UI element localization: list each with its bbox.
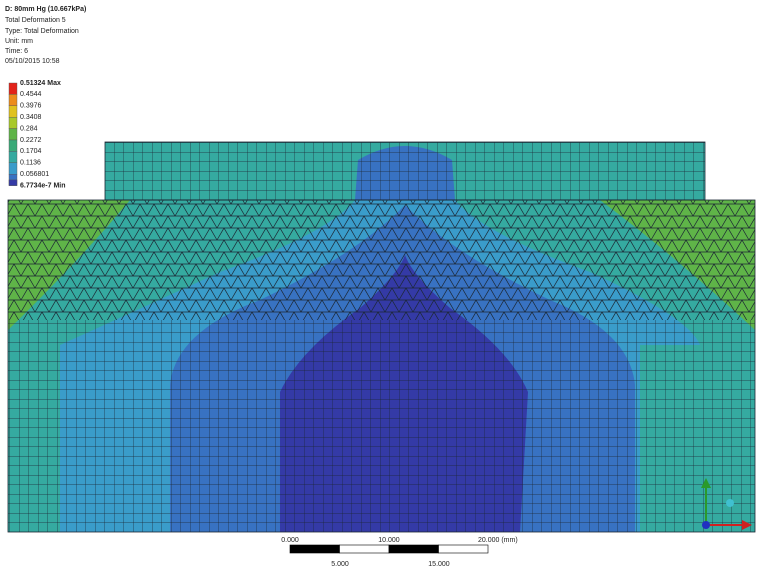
scale-segment — [339, 544, 390, 554]
arrow — [701, 478, 711, 488]
header-line: Type: Total Deformation — [5, 28, 79, 35]
scale-label: 5.000 — [331, 561, 349, 568]
legend-swatch — [8, 82, 18, 95]
scale-label: 20.000 (mm) — [478, 537, 518, 544]
legend-swatch — [8, 128, 18, 141]
legend-label: 6.7734e-7 Min — [20, 182, 66, 189]
header-line: Unit: mm — [5, 38, 33, 45]
model — [7, 141, 756, 533]
legend-label: 0.51324 Max — [20, 80, 61, 87]
legend-label: 0.2272 — [20, 137, 42, 144]
triad-ball — [726, 499, 734, 507]
header-line: Total Deformation 5 — [5, 17, 66, 24]
legend-swatch — [8, 116, 18, 129]
axis-z — [702, 521, 710, 529]
legend-swatch — [8, 139, 18, 152]
scale-segment — [289, 544, 340, 554]
legend-label: 0.1136 — [20, 160, 41, 167]
legend-label: 0.3408 — [20, 114, 42, 121]
legend-label: 0.056801 — [20, 171, 49, 178]
legend: 0.51324 Max 0.4544 0.3976 0.3408 0.284 0.2272… — [8, 80, 66, 189]
scale-segment — [438, 544, 489, 554]
scale-label: 0.000 — [281, 537, 299, 544]
legend-swatch — [8, 151, 18, 163]
header-line: Time: 6 — [5, 48, 28, 55]
arrow — [742, 520, 752, 530]
scale-label: 15.000 — [428, 561, 450, 568]
legend-label: 0.1704 — [20, 148, 42, 155]
triad — [701, 478, 752, 530]
header-title: D: 80mm Hg (10.667kPa) — [5, 6, 86, 13]
legend-swatch — [8, 162, 18, 175]
legend-swatch — [8, 179, 18, 186]
legend-swatch — [8, 94, 18, 107]
outline — [7, 199, 756, 533]
legend-label: 0.4544 — [20, 91, 42, 98]
header: D: 80mm Hg (10.667kPa) Total Deformation… — [5, 6, 86, 65]
scale-segment — [388, 544, 439, 554]
scale-label: 10.000 — [378, 537, 400, 544]
legend-swatch — [8, 105, 18, 118]
header-line: 05/10/2015 10:58 — [5, 58, 60, 65]
legend-label: 0.3976 — [20, 103, 42, 110]
mesh — [8, 200, 755, 320]
scale-bar: 0.000 10.000 20.000 (mm) 5.000 15.000 — [281, 537, 517, 568]
legend-label: 0.284 — [20, 125, 38, 132]
